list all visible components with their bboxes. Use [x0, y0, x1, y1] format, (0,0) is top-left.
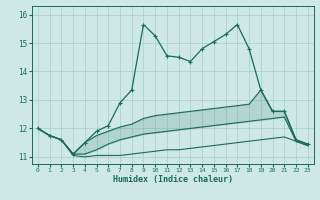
X-axis label: Humidex (Indice chaleur): Humidex (Indice chaleur) — [113, 175, 233, 184]
